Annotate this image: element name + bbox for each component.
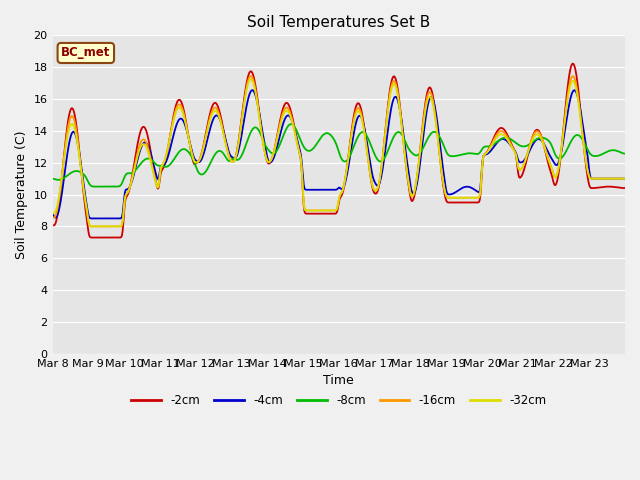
Line: -8cm: -8cm <box>52 124 624 187</box>
-32cm <box>431 113 439 119</box>
-2cm <box>250 74 258 80</box>
-4cm <box>221 136 229 142</box>
-8cm <box>49 176 56 181</box>
-4cm <box>251 90 259 96</box>
-8cm <box>620 151 628 156</box>
Y-axis label: Soil Temperature (C): Soil Temperature (C) <box>15 130 28 259</box>
-8cm <box>271 150 279 156</box>
-2cm <box>569 60 577 66</box>
-2cm <box>430 101 438 107</box>
-4cm <box>620 176 628 181</box>
Line: -32cm: -32cm <box>52 79 624 227</box>
-2cm <box>116 235 124 240</box>
-32cm <box>49 210 56 216</box>
-8cm <box>116 183 124 189</box>
-16cm <box>620 176 628 181</box>
Line: -2cm: -2cm <box>52 63 624 238</box>
-4cm <box>116 216 124 221</box>
-32cm <box>116 224 124 229</box>
-32cm <box>272 140 280 146</box>
-4cm <box>89 216 97 221</box>
-32cm <box>620 176 628 181</box>
-16cm <box>49 215 56 220</box>
-2cm <box>271 142 279 148</box>
Line: -4cm: -4cm <box>52 90 624 218</box>
-2cm <box>398 124 406 130</box>
-4cm <box>399 127 406 132</box>
-16cm <box>399 133 406 139</box>
-32cm <box>89 224 97 229</box>
-8cm <box>287 121 295 127</box>
-4cm <box>431 104 439 109</box>
-4cm <box>248 87 256 93</box>
X-axis label: Time: Time <box>323 374 354 387</box>
-8cm <box>399 133 406 139</box>
-8cm <box>431 129 439 135</box>
-4cm <box>272 148 280 154</box>
Title: Soil Temperatures Set B: Soil Temperatures Set B <box>247 15 430 30</box>
-32cm <box>221 140 229 146</box>
-16cm <box>116 224 124 229</box>
-32cm <box>251 85 259 91</box>
-16cm <box>247 73 255 79</box>
-2cm <box>49 222 56 228</box>
-2cm <box>89 235 97 240</box>
Legend: -2cm, -4cm, -8cm, -16cm, -32cm: -2cm, -4cm, -8cm, -16cm, -32cm <box>127 389 551 411</box>
-16cm <box>89 224 97 229</box>
-4cm <box>49 212 56 217</box>
-16cm <box>221 139 229 145</box>
-2cm <box>620 185 628 191</box>
-16cm <box>251 82 259 88</box>
Text: BC_met: BC_met <box>61 47 111 60</box>
-8cm <box>221 154 229 159</box>
-2cm <box>221 137 229 143</box>
-16cm <box>431 109 439 115</box>
-16cm <box>272 139 280 145</box>
-32cm <box>399 134 406 140</box>
-8cm <box>250 125 258 131</box>
-32cm <box>247 76 255 82</box>
Line: -16cm: -16cm <box>52 76 624 227</box>
-8cm <box>93 184 101 190</box>
